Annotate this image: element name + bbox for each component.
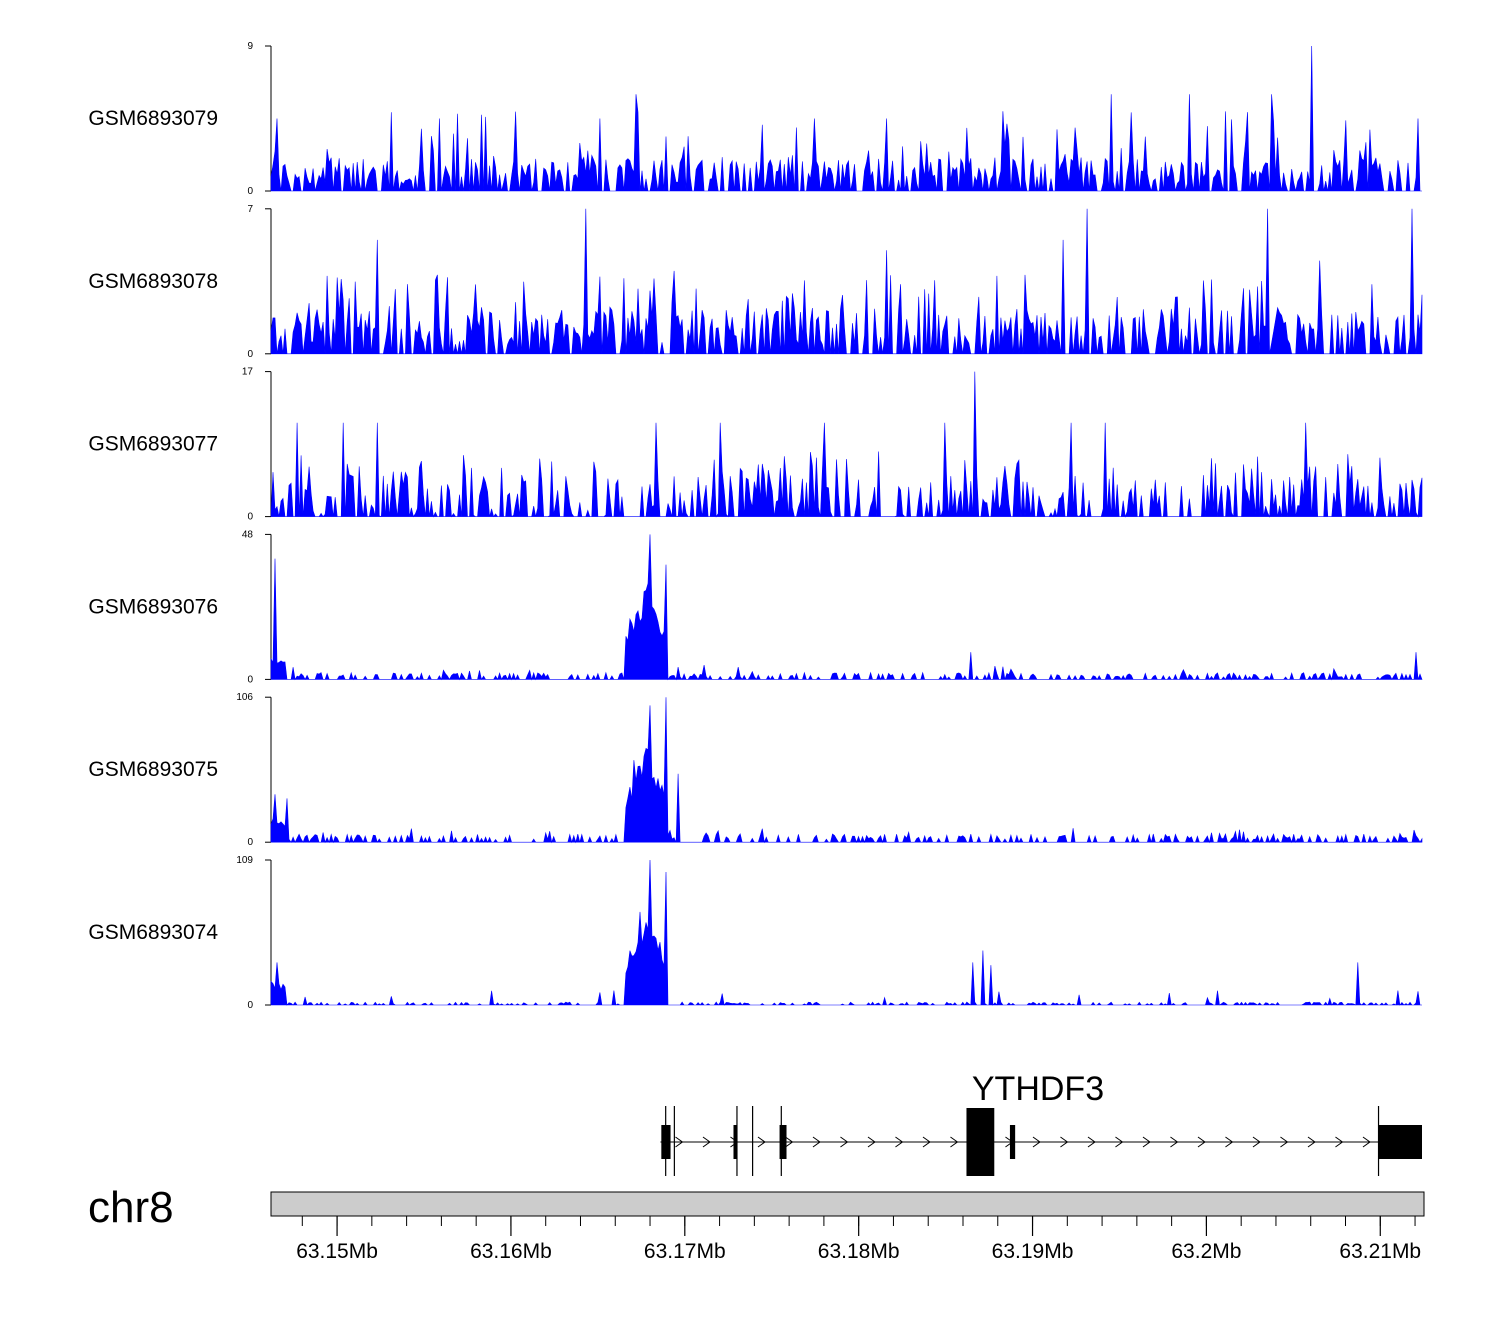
strand-arrow (1060, 1136, 1069, 1148)
strand-arrow (1362, 1136, 1371, 1148)
strand-arrow (1252, 1136, 1261, 1148)
exon-block (733, 1125, 738, 1159)
coverage-area (270, 697, 1423, 844)
y-min-label: 0 (247, 837, 253, 848)
coverage-area (270, 859, 1422, 1006)
genome-axis: chr8 63.15Mb 63.16Mb 63.17Mb 63.18Mb 63.19Mb… (88, 1183, 1425, 1263)
strand-arrow (1142, 1136, 1151, 1148)
y-min-label: 0 (247, 512, 253, 523)
strand-arrow (1225, 1136, 1234, 1148)
gene-label: YTHDF3 (972, 1070, 1104, 1108)
coverage-area (270, 208, 1423, 355)
y-min-label: 0 (247, 349, 253, 360)
coverage-area (270, 371, 1423, 518)
x-tick-label: 63.17Mb (644, 1240, 726, 1263)
coverage-track: GSM6893074 109 0 (88, 855, 1422, 1011)
y-min-label: 0 (247, 186, 253, 197)
strand-arrow (1087, 1136, 1096, 1148)
exon-block (1378, 1125, 1422, 1159)
strand-arrow (1170, 1136, 1179, 1148)
x-tick-label: 63.16Mb (470, 1240, 552, 1263)
strand-arrow (1032, 1136, 1041, 1148)
strand-arrow (1307, 1136, 1316, 1148)
track-label: GSM6893079 (88, 107, 218, 130)
strand-arrow (1335, 1136, 1344, 1148)
track-label: GSM6893074 (88, 921, 218, 944)
strand-arrow (1115, 1136, 1124, 1148)
exon-block (779, 1125, 787, 1159)
y-max-label: 48 (242, 529, 254, 540)
strand-arrow (895, 1136, 904, 1148)
strand-arrow (702, 1136, 711, 1148)
exon-block (661, 1125, 671, 1159)
y-min-label: 0 (247, 1000, 253, 1011)
track-label: GSM6893076 (88, 595, 218, 618)
exon-block (966, 1108, 995, 1176)
coverage-track: GSM6893076 48 0 (88, 529, 1423, 685)
y-max-label: 17 (242, 367, 254, 378)
coverage-track: GSM6893079 9 0 (88, 41, 1422, 197)
y-min-label: 0 (247, 674, 253, 685)
x-tick-label: 63.2Mb (1171, 1240, 1241, 1263)
track-label: GSM6893075 (88, 758, 218, 781)
coverage-area (270, 534, 1423, 681)
strand-arrow (840, 1136, 849, 1148)
strand-arrow (1197, 1136, 1206, 1148)
y-max-label: 9 (247, 41, 253, 52)
strand-arrow (675, 1136, 684, 1148)
coverage-track: GSM6893078 7 0 (88, 204, 1423, 360)
track-label: GSM6893077 (88, 433, 218, 456)
strand-arrow (757, 1136, 766, 1148)
coverage-track: GSM6893077 17 0 (88, 367, 1423, 523)
strand-arrow (812, 1136, 821, 1148)
strand-arrow (1280, 1136, 1289, 1148)
coverage-track: GSM6893075 106 0 (88, 692, 1423, 848)
x-tick-label: 63.19Mb (992, 1240, 1074, 1263)
strand-arrow (922, 1136, 931, 1148)
chromosome-bar (270, 1191, 1425, 1217)
strand-arrow (785, 1136, 794, 1148)
exon-block (1009, 1125, 1016, 1159)
strand-arrow (950, 1136, 959, 1148)
y-max-label: 7 (247, 204, 253, 215)
strand-arrow (867, 1136, 876, 1148)
coverage-area (270, 45, 1422, 192)
chromosome-label: chr8 (88, 1183, 174, 1232)
x-tick-label: 63.15Mb (296, 1240, 378, 1263)
gene-annotation-track: YTHDF3 (660, 1070, 1422, 1176)
coverage-tracks: GSM689307990GSM689307870GSM6893077170GSM… (88, 41, 1423, 1011)
track-label: GSM6893078 (88, 270, 218, 293)
y-max-label: 106 (236, 692, 253, 703)
y-max-label: 109 (236, 855, 253, 866)
x-tick-label: 63.18Mb (818, 1240, 900, 1263)
x-tick-label: 63.21Mb (1339, 1240, 1421, 1263)
